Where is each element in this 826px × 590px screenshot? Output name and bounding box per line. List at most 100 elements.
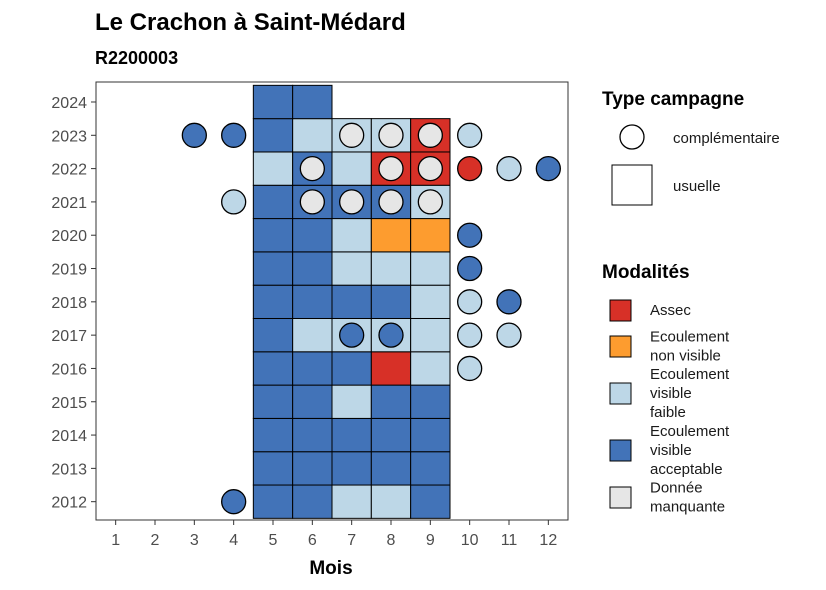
point-2023-7 <box>339 122 365 148</box>
tile-2013-5 <box>252 451 294 486</box>
point-2018-10 <box>457 289 483 315</box>
x-axis-title: Mois <box>309 558 352 579</box>
legend-label-donnee_manquante: manquante <box>650 499 725 516</box>
tile-2015-7 <box>331 384 372 419</box>
point-2019-10 <box>457 255 483 282</box>
tile-2018-6 <box>292 284 333 319</box>
legend-swatch-ecoulement_acceptable <box>609 439 632 462</box>
y-tick-label: 2016 <box>51 361 87 378</box>
point-2023-3 <box>181 122 207 148</box>
y-tick-label: 2021 <box>51 195 87 212</box>
tile-2012-8 <box>370 484 412 519</box>
tile-2022-5 <box>252 151 294 186</box>
point-2021-8 <box>378 189 404 215</box>
point-2021-7 <box>339 189 365 215</box>
legend-label-usuelle: usuelle <box>673 178 721 195</box>
point-2017-11 <box>496 322 522 348</box>
point-2021-6 <box>299 189 325 215</box>
y-tick-label: 2013 <box>51 461 87 478</box>
point-2020-10 <box>457 222 483 248</box>
legend-key-square <box>611 164 653 206</box>
legend-label-donnee_manquante: Donnée <box>650 480 703 497</box>
point-2021-4 <box>221 189 247 215</box>
tile-2016-6 <box>292 351 333 386</box>
y-tick-label: 2022 <box>51 162 87 179</box>
tile-2020-8 <box>370 218 412 253</box>
tile-2022-7 <box>331 151 372 186</box>
point-2022-9 <box>417 155 443 182</box>
x-tick-label: 4 <box>229 532 238 549</box>
tile-2013-6 <box>292 451 333 486</box>
legend-swatch-assec <box>609 299 632 322</box>
legend-label-assec: Assec <box>650 302 691 319</box>
tile-2016-5 <box>252 351 294 386</box>
y-tick-label: 2024 <box>51 95 87 112</box>
point-2017-7 <box>339 322 365 348</box>
point-2018-11 <box>496 289 522 315</box>
tile-2019-7 <box>331 251 372 286</box>
tile-2012-9 <box>410 484 451 519</box>
tile-2021-5 <box>252 184 294 220</box>
tile-2018-5 <box>252 284 294 319</box>
x-tick-label: 1 <box>111 532 120 549</box>
y-tick-label: 2018 <box>51 295 87 312</box>
point-2022-8 <box>378 155 404 182</box>
plot-panel-border <box>95 81 569 521</box>
tile-2017-6 <box>292 317 333 353</box>
chart-title: Le Crachon à Saint-Médard <box>95 9 406 36</box>
tile-2015-5 <box>252 384 294 419</box>
tile-2015-8 <box>370 384 412 419</box>
tile-2013-7 <box>331 451 372 486</box>
y-axis: 2012 2013 2014 2015 2016 2017 2018 2019 2020 2021… <box>51 95 96 512</box>
legend-label-ecoulement_acceptable: acceptable <box>650 461 723 478</box>
point-2023-10 <box>457 122 483 148</box>
x-tick-label: 11 <box>501 532 518 549</box>
point-2022-12 <box>535 155 561 182</box>
legend-swatch-ecoulement_non_visible <box>609 335 632 358</box>
point-2023-8 <box>378 122 404 148</box>
y-tick-label: 2015 <box>51 395 87 412</box>
legend-label-complementaire: complémentaire <box>673 130 780 147</box>
tile-2019-5 <box>252 251 294 286</box>
x-axis: 1 2 3 4 5 6 7 8 9 10 11 12 <box>111 520 557 549</box>
legend: Type campagne complémentaire usuelle Modali… <box>602 89 780 516</box>
legend-key-circle <box>619 124 645 150</box>
x-tick-label: 6 <box>308 532 317 549</box>
tile-2024-6 <box>292 84 333 120</box>
chart-subtitle: R2200003 <box>95 48 178 68</box>
legend-label-ecoulement_faible: visible <box>650 385 692 402</box>
point-2012-4 <box>221 489 247 515</box>
y-tick-label: 2020 <box>51 228 87 245</box>
tile-2012-5 <box>252 484 294 519</box>
tile-2016-8 <box>370 351 412 386</box>
x-tick-label: 9 <box>426 532 435 549</box>
tile-2014-7 <box>331 417 372 453</box>
tile-2017-5 <box>252 317 294 353</box>
tile-2019-9 <box>410 251 451 286</box>
tile-2014-6 <box>292 417 333 453</box>
legend-label-ecoulement_acceptable: visible <box>650 442 692 459</box>
legend-swatch-donnee_manquante <box>609 486 632 509</box>
tile-2018-8 <box>370 284 412 319</box>
tile-2013-8 <box>370 451 412 486</box>
tile-2014-9 <box>410 417 451 453</box>
tile-2020-7 <box>331 218 372 253</box>
x-tick-label: 2 <box>151 532 160 549</box>
x-tick-label: 8 <box>387 532 396 549</box>
plot-area <box>181 84 561 519</box>
x-tick-label: 5 <box>269 532 278 549</box>
tile-2014-8 <box>370 417 412 453</box>
point-2022-11 <box>496 155 522 182</box>
legend-label-ecoulement_faible: Ecoulement <box>650 366 730 383</box>
y-tick-label: 2023 <box>51 128 87 145</box>
tile-2016-7 <box>331 351 372 386</box>
point-2017-10 <box>457 322 483 348</box>
point-2021-9 <box>417 189 443 215</box>
x-tick-label: 12 <box>539 532 557 549</box>
tile-2023-5 <box>252 118 294 153</box>
legend-label-ecoulement_non_visible: Ecoulement <box>650 329 730 346</box>
y-tick-label: 2019 <box>51 262 87 279</box>
tile-2020-5 <box>252 218 294 253</box>
tile-2019-8 <box>370 251 412 286</box>
